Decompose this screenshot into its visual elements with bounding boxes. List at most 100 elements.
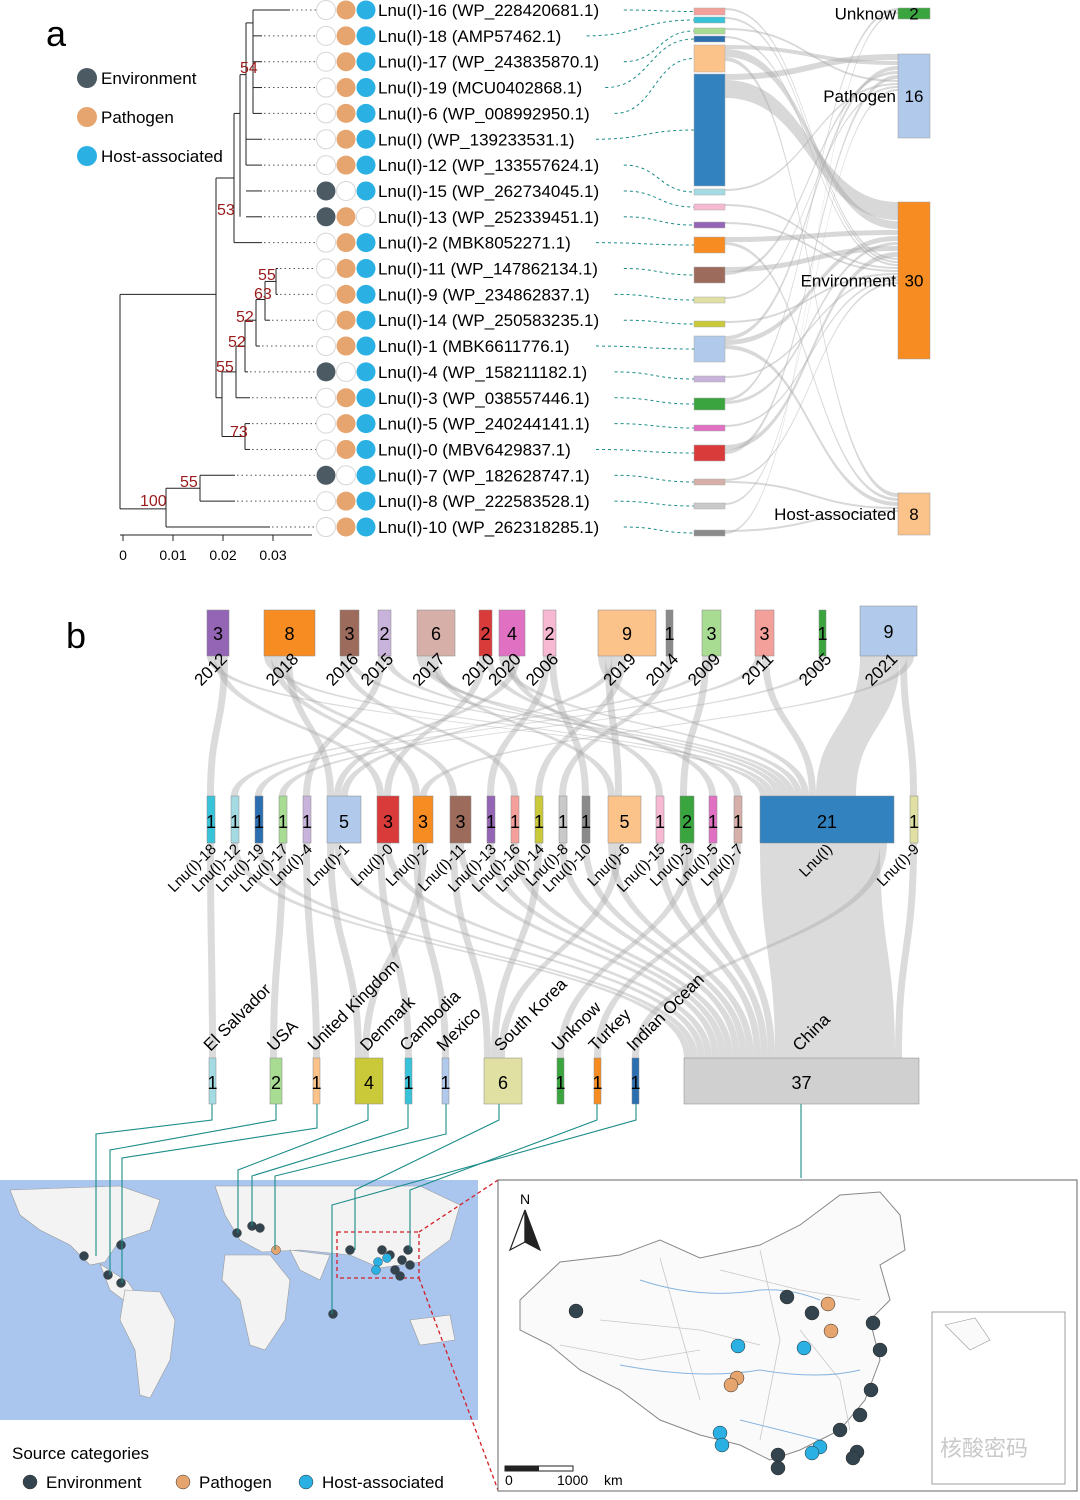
country-node-unknow	[556, 1057, 565, 1105]
variant-country-flow	[559, 843, 740, 1058]
bootstrap-value: 55	[258, 267, 276, 284]
year-variant-flow	[549, 656, 589, 796]
environment-map-legend-label: Environment	[46, 1473, 142, 1492]
country-count: 37	[791, 1073, 811, 1093]
year-count: 3	[213, 624, 223, 644]
host-associated-map-legend-dot	[298, 1474, 314, 1490]
source-circle	[336, 180, 356, 201]
country-node-south-korea	[483, 1057, 523, 1105]
leaf-label: Lnu(I)-3 (WP_038557446.1)	[378, 389, 590, 408]
leaf-label: Lnu(I)-4 (WP_158211182.1)	[378, 363, 587, 382]
variant-country-flow	[327, 843, 362, 1058]
variant-node	[693, 335, 726, 363]
leaf-label: Lnu(I)-15 (WP_262734045.1)	[378, 182, 599, 201]
source-circle	[316, 51, 336, 72]
variant-node-lnu-i-14	[534, 795, 544, 844]
country-node-china	[683, 1057, 920, 1105]
year-variant-flow	[487, 656, 550, 796]
source-flow-ribbon	[725, 45, 898, 65]
source-circle	[316, 284, 336, 305]
pathogen-map-legend-label: Pathogen	[199, 1473, 272, 1492]
variant-node-lnu-i-9	[909, 795, 919, 844]
scalebar-end: 1000	[557, 1472, 588, 1488]
source-circle	[356, 491, 376, 511]
source-flow-ribbon	[725, 71, 898, 275]
pathogen-legend-label: Pathogen	[101, 108, 174, 127]
host-associated-category-node	[897, 492, 931, 536]
source-circle	[316, 129, 336, 150]
year-count: 3	[759, 624, 769, 644]
country-node-mexico	[441, 1057, 450, 1105]
river	[639, 1279, 821, 1301]
year-variant-flow	[605, 656, 622, 796]
river	[739, 1419, 821, 1441]
source-flow-ribbon	[725, 230, 898, 242]
leaf-connector	[586, 19, 695, 37]
source-circle	[356, 129, 376, 149]
country-count: 1	[555, 1073, 565, 1093]
year-count: 9	[622, 624, 632, 644]
variant-node	[693, 529, 726, 537]
source-circle	[336, 52, 356, 72]
year-variant-flow	[271, 656, 420, 796]
leaf-label: Lnu(I)-0 (MBV6429837.1)	[378, 440, 571, 459]
variant-country-flow	[457, 843, 719, 1058]
year-variant-flow	[207, 656, 767, 796]
source-circle	[316, 0, 336, 20]
year-count: 6	[431, 624, 441, 644]
source-circle	[356, 336, 376, 356]
category-count: 8	[909, 505, 918, 524]
source-flow-ribbon	[725, 252, 898, 450]
scalebar-unit: km	[604, 1472, 623, 1488]
country-count: 1	[403, 1073, 413, 1093]
year-variant-flow	[424, 656, 741, 796]
leaf-connector	[595, 345, 695, 350]
category-count: 2	[909, 5, 918, 24]
variant-node-lnu-i-0	[376, 795, 400, 844]
year-node-2011	[754, 609, 775, 657]
source-circle	[336, 414, 356, 434]
country-node-denmark	[354, 1057, 384, 1105]
variant-node	[693, 203, 726, 211]
source-circle	[316, 232, 336, 253]
year-variant-flow	[506, 656, 663, 796]
source-circle	[356, 181, 376, 201]
year-variant-flow	[264, 656, 774, 796]
category-label: Unknow	[835, 5, 897, 24]
china-map-point	[832, 1422, 848, 1438]
variant-node-lnu-i-5	[708, 795, 718, 844]
variant-count: 21	[817, 812, 837, 832]
variant-node-lnu-i-15	[655, 795, 665, 844]
china-highlight-box	[336, 1231, 420, 1279]
source-circle	[336, 155, 356, 175]
variant-country-flow	[709, 843, 775, 1058]
source-flow-ribbon	[725, 282, 898, 481]
zoom-line	[418, 1179, 499, 1233]
year-node-2015	[377, 609, 392, 657]
environment-legend-dot	[77, 68, 97, 88]
year-variant-flow	[417, 656, 795, 796]
china-map-point	[796, 1340, 812, 1356]
china-map-point	[865, 1315, 881, 1331]
source-flow-ribbon	[725, 8, 898, 260]
source-flow-ribbon	[725, 481, 898, 509]
year-count: 2	[480, 624, 490, 644]
variant-country-flow	[255, 843, 698, 1058]
leaf-connector	[623, 526, 695, 534]
variant-count: 5	[339, 812, 349, 832]
source-flow-ribbon	[725, 222, 898, 272]
map-connector	[121, 1104, 318, 1283]
leaf-label: Lnu(I)-19 (MCU0402868.1)	[378, 79, 582, 98]
leaf-label: Lnu(I)-11 (WP_147862134.1)	[378, 260, 598, 279]
leaf-label: Lnu(I)-16 (WP_228420681.1)	[378, 1, 599, 20]
year-count: 2	[544, 624, 554, 644]
china-map-point	[863, 1382, 879, 1398]
source-circle	[356, 0, 376, 20]
scale-tick-label: 0.01	[159, 547, 186, 563]
variant-country-flow	[377, 843, 412, 1058]
china-map-point	[714, 1437, 730, 1453]
year-node-2018	[263, 609, 316, 657]
source-circle	[356, 52, 376, 72]
year-variant-flow	[207, 656, 228, 796]
